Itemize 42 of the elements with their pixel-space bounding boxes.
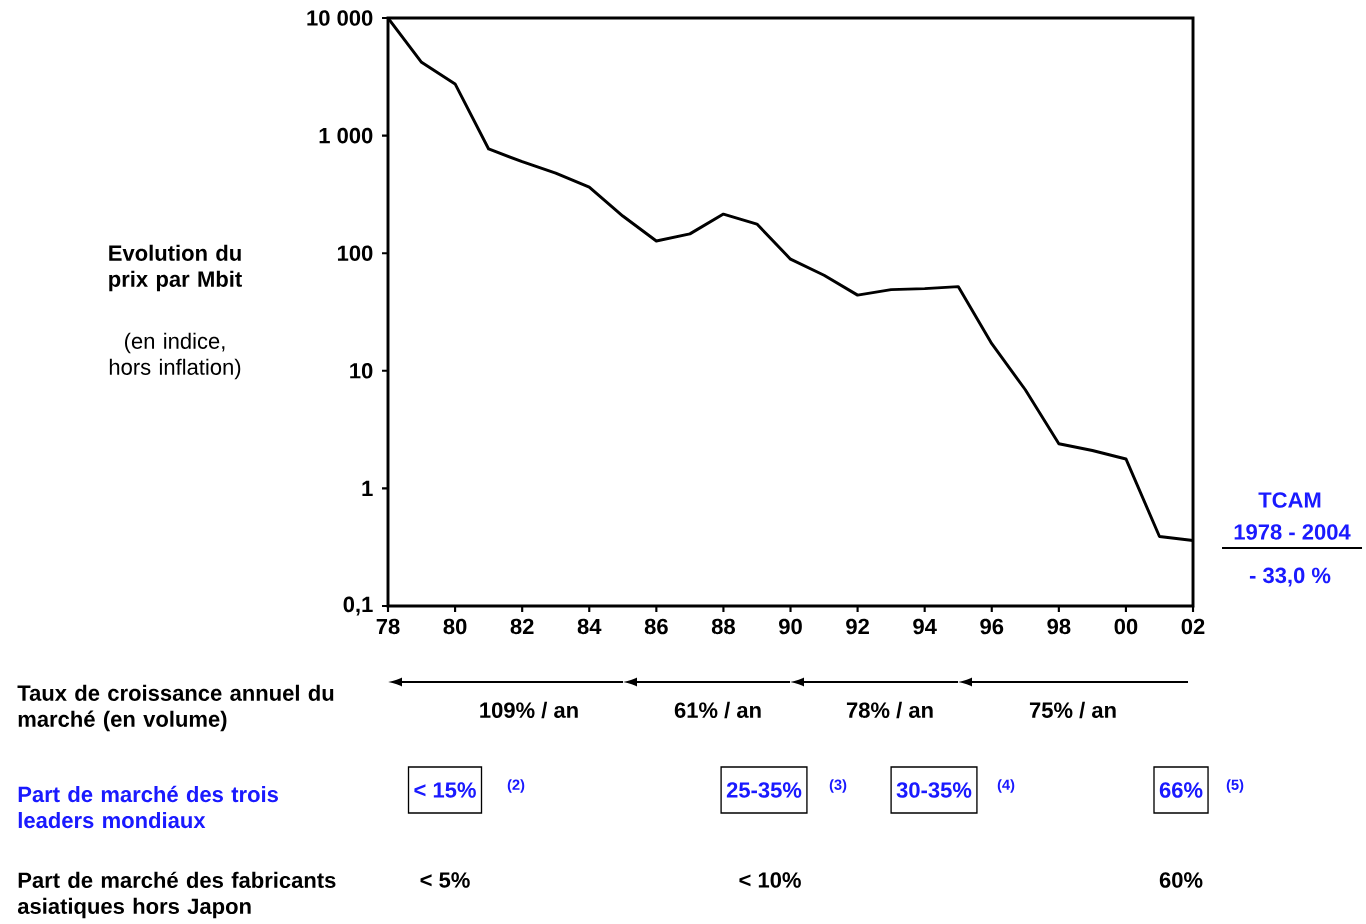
text: Part de marché des fabricants asiatiques hors Japon bbox=[17, 871, 336, 919]
x-tick-label: 90 bbox=[779, 618, 802, 635]
x-tick-label: 02 bbox=[1181, 618, 1205, 635]
text: (4) bbox=[997, 779, 1015, 793]
x-tick-label: 98 bbox=[1047, 618, 1071, 635]
y-axis-title: Evolution du prix par Mbit bbox=[109, 244, 242, 292]
y-tick-label: 10 000 bbox=[307, 10, 373, 26]
text: 78% / an bbox=[846, 701, 933, 719]
text: (en indice, hors inflation) bbox=[109, 332, 241, 380]
text: - 33,0 % bbox=[1249, 567, 1331, 587]
text: 60% bbox=[1159, 872, 1203, 888]
y-tick-label: 10 bbox=[350, 363, 373, 379]
x-tick-label: 80 bbox=[443, 618, 467, 635]
text: 66% bbox=[1159, 782, 1203, 798]
text: 109% / an bbox=[480, 701, 578, 719]
x-tick-label: 88 bbox=[711, 618, 735, 635]
y-tick-label: 100 bbox=[337, 245, 373, 261]
text: 25-35% bbox=[726, 782, 802, 798]
text: (2) bbox=[507, 779, 525, 793]
text: 61% / an bbox=[674, 701, 761, 719]
text: TCAM bbox=[1258, 492, 1321, 508]
x-tick-label: 92 bbox=[846, 618, 869, 635]
text: 75% / an bbox=[1029, 701, 1116, 719]
y-tick-label: 1 000 bbox=[319, 127, 373, 144]
text: Taux de croissance annuel du marché (en volume) bbox=[17, 684, 334, 732]
text: < 5% bbox=[420, 872, 470, 888]
x-tick-label: 78 bbox=[376, 618, 400, 635]
y-tick-label: 0,1 bbox=[343, 596, 373, 616]
text: < 10% bbox=[739, 872, 801, 888]
x-tick-label: 82 bbox=[510, 618, 534, 635]
text: (5) bbox=[1226, 779, 1244, 793]
text: 1978 - 2004 bbox=[1234, 524, 1351, 540]
x-tick-label: 86 bbox=[644, 618, 668, 635]
text: Part de marché des trois leaders mondiaux bbox=[18, 785, 278, 829]
x-tick-label: 84 bbox=[577, 618, 602, 635]
x-tick-label: 00 bbox=[1114, 618, 1138, 635]
x-tick-label: 96 bbox=[980, 618, 1004, 635]
text: 30-35% bbox=[896, 782, 972, 798]
text: < 15% bbox=[414, 782, 476, 798]
text: (3) bbox=[829, 779, 847, 793]
y-tick-label: 1 bbox=[362, 480, 373, 496]
x-tick-label: 94 bbox=[913, 618, 937, 635]
